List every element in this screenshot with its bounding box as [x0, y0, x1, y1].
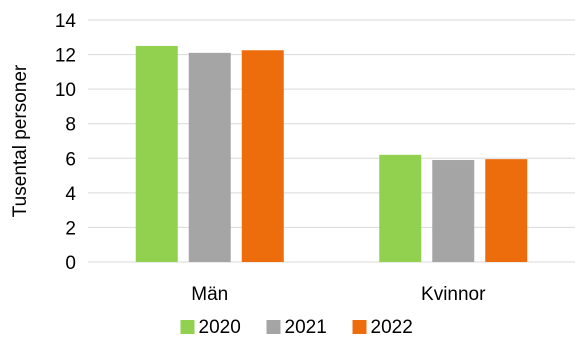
y-tick-label: 12 [55, 46, 76, 67]
bar-2022-1 [485, 159, 528, 262]
y-axis-ticks: 0 2 4 6 8 10 12 14 [55, 11, 77, 274]
x-category-label: Män [191, 284, 228, 305]
bar-2020-0 [135, 45, 178, 262]
y-tick-label: 4 [65, 184, 76, 205]
legend-label-2021: 2021 [285, 317, 327, 338]
x-category-label: Kvinnor [421, 284, 486, 305]
legend-swatch-2021 [266, 320, 281, 334]
y-tick-label: 10 [55, 80, 76, 101]
legend: 2020 2021 2022 [180, 317, 413, 338]
bar-2021-1 [432, 160, 475, 262]
legend-label-2022: 2022 [371, 317, 413, 338]
bars [135, 45, 528, 262]
legend-swatch-2022 [352, 320, 367, 334]
legend-label-2020: 2020 [199, 317, 241, 338]
y-axis-title: Tusental personer [10, 64, 31, 217]
y-tick-label: 0 [65, 253, 76, 274]
y-tick-label: 2 [65, 218, 76, 239]
y-tick-label: 14 [55, 11, 77, 32]
bar-2020-1 [379, 154, 422, 262]
legend-swatch-2020 [180, 320, 195, 334]
y-tick-label: 8 [65, 115, 76, 136]
bar-2021-0 [188, 52, 231, 262]
x-axis-categories: Män Kvinnor [191, 284, 486, 305]
y-tick-label: 6 [65, 149, 76, 170]
bar-2022-0 [241, 50, 284, 262]
